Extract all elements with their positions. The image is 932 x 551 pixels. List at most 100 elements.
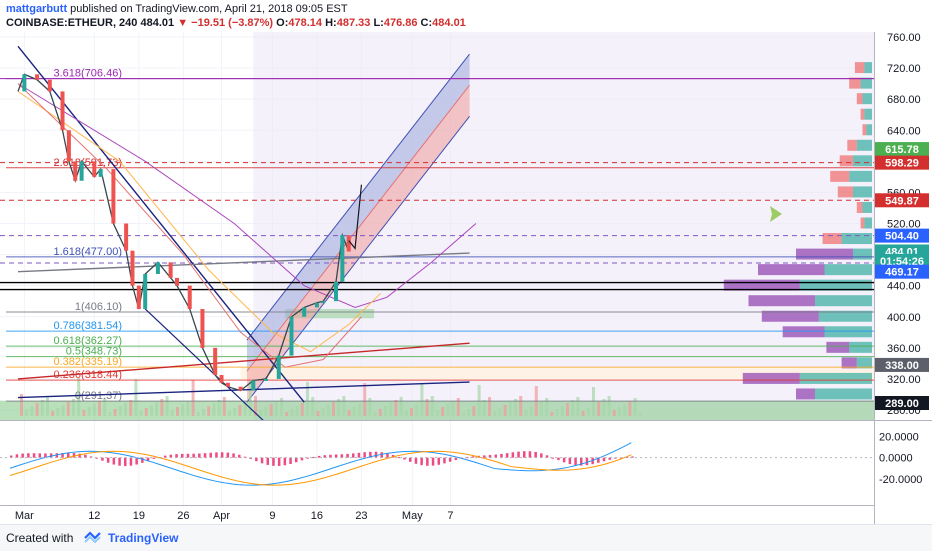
author-name[interactable]: mattgarbutt: [6, 3, 68, 15]
oscillator-histogram-bar: [437, 457, 440, 465]
volume-bar: [508, 402, 512, 416]
oscillator-signal-line: [9, 450, 632, 486]
volume-bar: [415, 405, 419, 416]
volume-bar: [181, 404, 185, 416]
volume-bar: [576, 397, 580, 416]
oscillator-histogram-bar: [414, 457, 418, 464]
price-label-box: [875, 142, 929, 157]
oscillator-histogram-bar: [141, 457, 144, 463]
volume-bar: [77, 378, 81, 416]
time-axis[interactable]: Mar 12 19 26 Apr 9 16 23 May 7: [15, 510, 454, 522]
oscillator-histogram-bar: [568, 457, 572, 465]
volume-bar: [295, 406, 299, 416]
oscillator-axis-tick: 0.0000: [879, 453, 913, 465]
price-label-box: [875, 193, 929, 208]
oscillator-histogram-bar: [483, 455, 486, 458]
trendline: [17, 45, 305, 403]
volume-bar: [545, 398, 549, 416]
oscillator-histogram-bar: [152, 457, 155, 459]
moving-average-line: [17, 90, 381, 353]
oscillator-histogram-bar: [289, 457, 292, 464]
volume-profile-bar: [796, 388, 815, 400]
oscillator-histogram-bar: [403, 457, 406, 460]
oscillator-axis[interactable]: 20.0000 0.0000 -20.0000: [879, 431, 922, 485]
price-axis-tick: 760.00: [887, 32, 921, 44]
volume-bar: [436, 410, 439, 416]
oscillator-histogram-bar: [89, 456, 93, 458]
oscillator-histogram-bar: [602, 457, 606, 462]
oscillator-histogram-bar: [431, 457, 435, 466]
volume-bar: [98, 401, 101, 416]
volume-bar: [66, 402, 70, 416]
candle: [79, 161, 84, 181]
price-label-box: [875, 357, 929, 372]
volume-profile-bar: [830, 170, 850, 182]
volume-bar: [477, 385, 481, 416]
volume-profile-bar: [748, 295, 815, 307]
candle: [321, 301, 326, 304]
volume-bar: [540, 401, 543, 416]
volume-bar: [602, 399, 606, 416]
volume-profile-bar: [853, 186, 872, 198]
tradingview-logo-icon: [84, 531, 101, 544]
volume-profile-bar: [799, 279, 872, 291]
volume-bar: [139, 411, 143, 416]
volume-bar: [519, 396, 523, 416]
volume-profile-bar: [853, 155, 872, 167]
oscillator-histogram-bar: [562, 457, 566, 463]
oscillator-histogram-bar: [198, 453, 201, 458]
volume-bar: [92, 404, 96, 416]
price-axis-tick: 520.00: [887, 219, 921, 231]
oscillator-histogram-bar: [597, 457, 600, 463]
oscillator-histogram-bar: [386, 453, 389, 458]
volume-profile-bar: [796, 248, 853, 260]
oscillator-histogram-bar: [551, 457, 554, 459]
arrow-right-icon: [770, 206, 782, 222]
candle: [346, 235, 351, 252]
oscillator-axis-tick: -20.0000: [879, 474, 922, 486]
tradingview-brand[interactable]: TradingView: [108, 531, 179, 545]
oscillator-histogram-bar: [380, 452, 383, 458]
oscillator-histogram-bar: [283, 457, 287, 466]
oscillator-histogram-bar: [340, 454, 344, 458]
candle: [98, 169, 103, 177]
candle: [143, 274, 148, 309]
oscillator-histogram-bar: [146, 457, 150, 461]
volume-bar: [566, 403, 569, 416]
published-text: published on TradingView.com, April 21, …: [70, 3, 348, 15]
candle: [111, 169, 116, 224]
oscillator-histogram-bar: [129, 457, 133, 466]
candle: [302, 307, 307, 317]
fib-band: [240, 367, 874, 381]
volume-bar: [233, 408, 237, 416]
time-axis-tick: Mar: [15, 510, 34, 522]
oscillator-histogram-bar: [409, 457, 412, 462]
candle: [225, 382, 230, 387]
candle: [35, 74, 40, 80]
volume-bar: [514, 399, 517, 416]
volume-bar: [467, 409, 471, 416]
price-chart[interactable]: 3.618(706.46)2.618(591.73)1.618(477.00)1…: [0, 0, 932, 524]
oscillator-histogram-bar: [397, 457, 401, 459]
volume-profile-bar: [824, 326, 872, 338]
price-label-text: 615.78: [885, 144, 919, 156]
time-axis-tick: Apr: [213, 510, 230, 522]
volume-bar: [300, 403, 304, 416]
fib-level-label: 0.618(362.27): [54, 335, 123, 347]
oscillator-histogram-bar: [323, 455, 326, 458]
oscillator-histogram-bar: [426, 457, 429, 466]
volume-bar: [384, 406, 387, 416]
volume-profile-bar: [782, 326, 825, 338]
fib-level-label: 3.618(706.46): [54, 68, 123, 80]
oscillator-histogram-bar: [238, 454, 241, 458]
oscillator-pane[interactable]: [0, 421, 874, 505]
created-with-text: Created with: [6, 531, 74, 545]
candle: [73, 161, 78, 181]
volume-bar: [196, 412, 200, 416]
price-axis[interactable]: 760.00720.00680.00640.00600.00560.00520.…: [875, 32, 929, 417]
oscillator-histogram-bar: [471, 456, 475, 458]
oscillator-histogram-bar: [101, 457, 104, 461]
volume-profile-bar: [856, 139, 872, 151]
volume-bar: [352, 407, 356, 416]
volume-profile-bar: [862, 201, 872, 213]
